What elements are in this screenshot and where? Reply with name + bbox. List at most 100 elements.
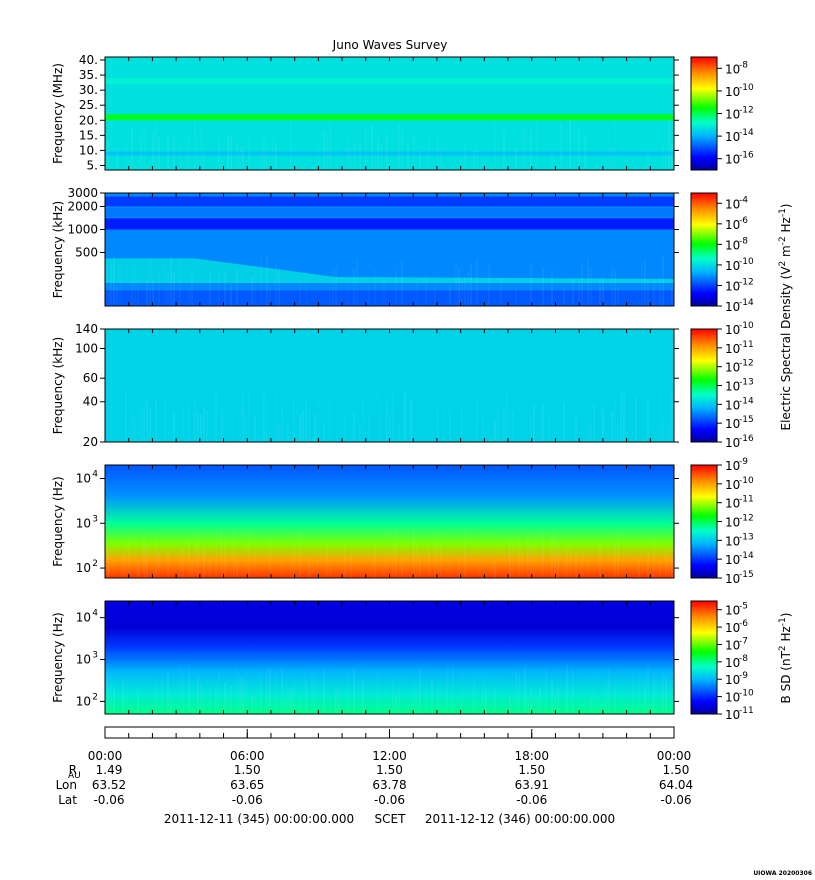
colorbar-tick-exponent: -5 bbox=[739, 602, 748, 612]
time-tick-label: 00:00 bbox=[657, 749, 692, 763]
y-tick-label: 35. bbox=[79, 68, 98, 82]
colorbar-tick-label: 10 bbox=[725, 300, 740, 314]
spectrogram-fill bbox=[105, 601, 674, 714]
colorbar-title-part: 2 bbox=[778, 261, 788, 267]
colorbar-tick-label: 10 bbox=[725, 197, 740, 211]
y-tick-exponent: 3 bbox=[92, 651, 98, 661]
spectral-band bbox=[105, 151, 674, 156]
ephemeris-value: 1.49 bbox=[96, 763, 123, 777]
y-tick-label: 20. bbox=[79, 113, 98, 127]
colorbar-title-part: 2 bbox=[778, 645, 788, 651]
colorbar-tick-exponent: -12 bbox=[739, 514, 754, 524]
spectrogram-fill bbox=[105, 465, 674, 578]
y-tick-label: 25. bbox=[79, 98, 98, 112]
colorbar-tick-exponent: -6 bbox=[739, 216, 748, 226]
y-axis-label: Frequency (kHz) bbox=[51, 337, 65, 434]
colorbar-tick-exponent: -8 bbox=[739, 654, 748, 664]
colorbar-tick-label: 10 bbox=[725, 708, 740, 722]
colorbar-tick-label: 10 bbox=[725, 342, 740, 356]
colorbar-title-part: ) bbox=[779, 203, 793, 208]
time-tick-label: 06:00 bbox=[230, 749, 265, 763]
colorbars: 10-810-1010-1210-1410-1610-410-610-810-1… bbox=[690, 56, 754, 722]
colorbar-tick-label: 10 bbox=[725, 497, 740, 511]
y-tick-label: 100 bbox=[75, 342, 98, 356]
colorbar-title-part: -1 bbox=[778, 617, 788, 626]
y-tick-exponent: 4 bbox=[92, 469, 98, 479]
ephemeris-value: -0.06 bbox=[516, 793, 547, 807]
ephemeris-value: 63.65 bbox=[230, 778, 264, 792]
colorbar-tick-label: 10 bbox=[725, 417, 740, 431]
ephemeris-row-sublabel: AU bbox=[68, 771, 81, 781]
colorbar-tick-label: 10 bbox=[725, 553, 740, 567]
time-range-start: 2011-12-11 (345) 00:00:00.000 bbox=[164, 812, 354, 826]
colorbar-tick-exponent: -12 bbox=[739, 277, 754, 287]
colorbar-titles: Electric Spectral Density (V2 m-2 Hz-1)B… bbox=[778, 203, 793, 703]
colorbar-tick-label: 10 bbox=[725, 259, 740, 273]
colorbar-tick-label: 10 bbox=[725, 323, 740, 337]
y-tick-label: 1000 bbox=[67, 222, 98, 236]
colorbar-gradient bbox=[690, 56, 718, 171]
y-axis-label: Frequency (MHz) bbox=[51, 63, 65, 164]
colorbar-title-part: ) bbox=[779, 613, 793, 618]
footer-credit: UIOWA 20200306 bbox=[753, 870, 812, 877]
colorbar-tick-exponent: -10 bbox=[739, 321, 754, 331]
colorbar-gradient bbox=[690, 600, 718, 715]
ephemeris-value: 63.78 bbox=[372, 778, 406, 792]
y-tick-label: 60 bbox=[83, 371, 98, 385]
y-tick-exponent: 2 bbox=[92, 692, 98, 702]
spectral-band bbox=[105, 218, 674, 230]
ephemeris-value: 63.52 bbox=[92, 778, 126, 792]
y-tick-exponent: 4 bbox=[92, 609, 98, 619]
colorbar-tick-exponent: -14 bbox=[739, 551, 754, 561]
y-tick-label: 500 bbox=[75, 246, 98, 260]
spectrogram-fill bbox=[105, 57, 674, 170]
colorbar-tick-exponent: -8 bbox=[739, 236, 748, 246]
y-axis-label: Frequency (Hz) bbox=[51, 612, 65, 703]
colorbar-tick-label: 10 bbox=[725, 604, 740, 618]
y-tick-label: 30. bbox=[79, 83, 98, 97]
spectral-band bbox=[105, 78, 674, 85]
colorbar-title-part: B SD (nT bbox=[779, 650, 793, 703]
colorbar-gradient bbox=[690, 464, 718, 579]
spectral-band bbox=[105, 196, 674, 207]
colorbar-tick-label: 10 bbox=[725, 673, 740, 687]
ephemeris-row-label: Lat bbox=[58, 793, 77, 807]
y-tick-label: 3000 bbox=[67, 186, 98, 200]
y-axis-label: Frequency (kHz) bbox=[51, 201, 65, 298]
colorbar-tick-exponent: -13 bbox=[739, 378, 754, 388]
colorbar-tick-label: 10 bbox=[725, 218, 740, 232]
spectrogram-panel-1: 5.10.15.20.25.30.35.40. Frequency (MHz) bbox=[51, 53, 679, 172]
time-range-end: 2011-12-12 (346) 00:00:00.000 bbox=[425, 812, 615, 826]
time-system-label: SCET bbox=[375, 812, 407, 826]
colorbar-tick-exponent: -9 bbox=[739, 671, 748, 681]
spectral-band bbox=[105, 114, 674, 121]
colorbar-title: B SD (nT2 Hz-1) bbox=[778, 613, 793, 704]
ephemeris-value: 1.50 bbox=[518, 763, 545, 777]
colorbar-title-part: Hz bbox=[779, 217, 793, 236]
y-tick-label: 10 bbox=[76, 611, 91, 625]
y-tick-label: 10 bbox=[76, 694, 91, 708]
time-tick-label: 12:00 bbox=[372, 749, 407, 763]
ephemeris-row-label: R bbox=[69, 763, 77, 777]
ephemeris-value: 64.04 bbox=[659, 778, 693, 792]
colorbar-tick-exponent: -16 bbox=[739, 434, 754, 444]
colorbar-tick-exponent: -7 bbox=[739, 636, 748, 646]
colorbar-tick-label: 10 bbox=[725, 130, 740, 144]
colorbar-tick-label: 10 bbox=[725, 534, 740, 548]
time-tick-label: 00:00 bbox=[88, 749, 123, 763]
ephemeris-value: 63.91 bbox=[515, 778, 549, 792]
colorbar-title-part: Electric Spectral Density (V bbox=[779, 266, 793, 431]
ephemeris-value: 1.50 bbox=[376, 763, 403, 777]
colorbar-tick-exponent: -15 bbox=[739, 570, 754, 580]
colorbar-tick-exponent: -10 bbox=[739, 476, 754, 486]
colorbar-tick-exponent: -4 bbox=[739, 195, 748, 205]
colorbar-tick-label: 10 bbox=[725, 85, 740, 99]
y-tick-exponent: 2 bbox=[92, 559, 98, 569]
colorbar-tick-exponent: -11 bbox=[739, 495, 754, 505]
y-axis-label: Frequency (Hz) bbox=[51, 476, 65, 567]
time-axis: 00:00 06:00 12:00 18:00 00:00 RAU 1.49 1.50 1.50… bbox=[56, 726, 693, 826]
